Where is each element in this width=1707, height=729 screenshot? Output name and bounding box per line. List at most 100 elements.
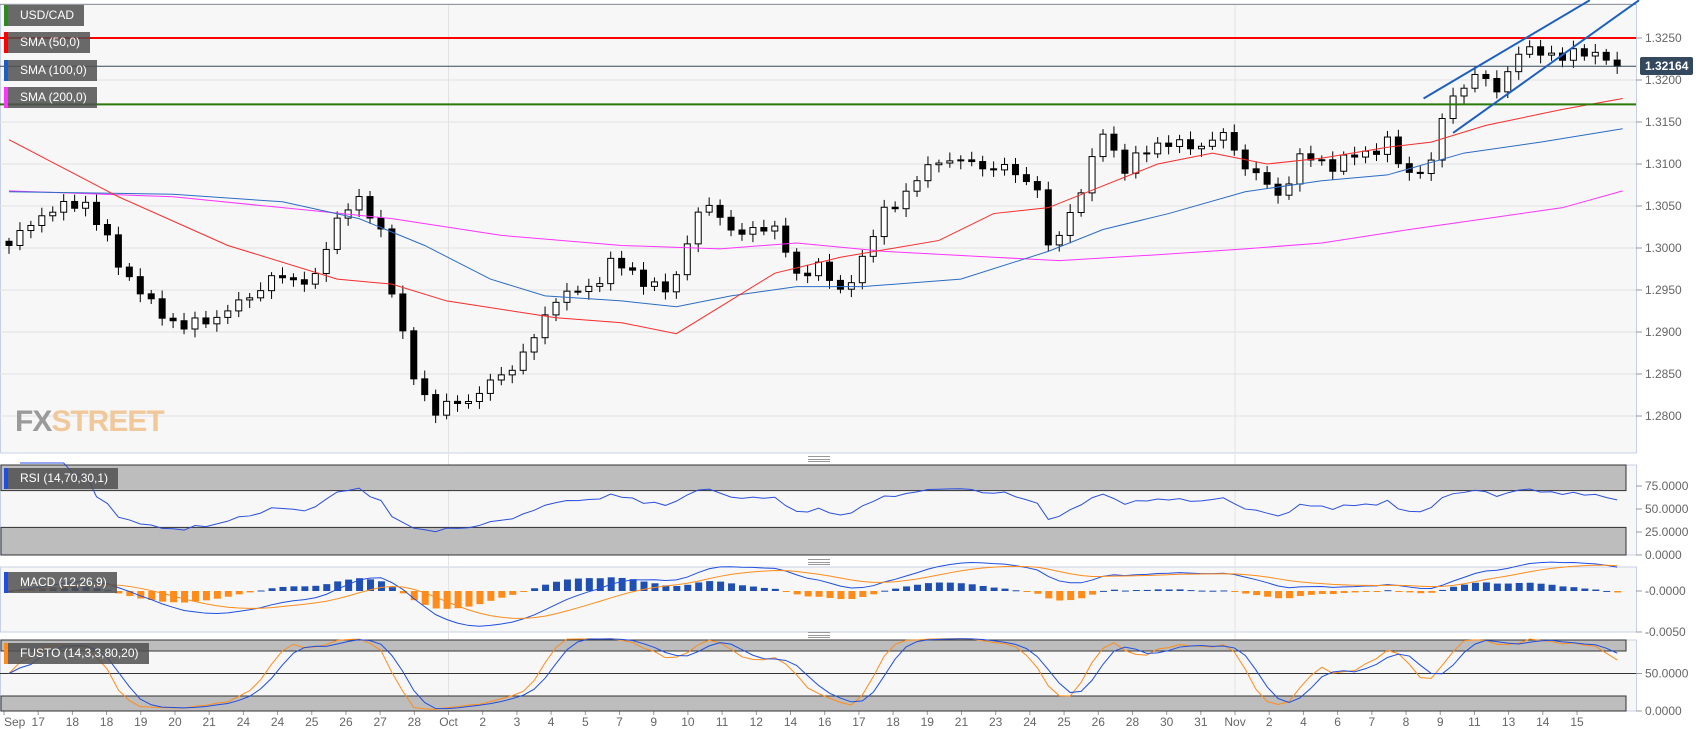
candle-body [1340,154,1348,172]
macd-histogram-bar [1482,582,1490,591]
macd-histogram-bar [717,581,725,591]
macd-histogram-bar [1023,591,1031,592]
macd-histogram-bar [1078,591,1086,599]
candle-body [1482,73,1490,79]
candle-body [1044,189,1052,246]
macd-histogram-bar [673,586,681,591]
x-tick-label: 16 [818,715,832,729]
macd-histogram-bar [793,591,801,595]
current-price-tag: 1.32164 [1640,57,1694,75]
candles [5,39,1621,424]
x-tick-label: 4 [548,715,555,729]
macd-label[interactable]: MACD (12,26,9) [4,572,117,593]
macd-histogram-bar [1198,590,1206,592]
macd-histogram-bar [815,591,823,597]
rsi-label[interactable]: RSI (14,70,30,1) [4,468,119,489]
macd-histogram-bar [181,591,189,603]
macd-histogram-bar [662,585,670,591]
candle-body [454,400,462,404]
x-tick-label: 30 [1160,715,1174,729]
sma200-line [8,190,1623,262]
x-tick-label: 8 [1403,715,1410,729]
macd-histogram-bar [1012,590,1020,592]
candle-body [552,301,560,316]
candle-body [1591,51,1599,57]
y-tick-label: 1.3250 [1645,31,1682,45]
candle-body [716,204,724,218]
macd-histogram-bar [246,591,254,593]
macd-histogram-bar [1045,591,1053,599]
channel-upper-line [1423,0,1591,100]
macd-histogram-bar [257,590,265,592]
sma200-label[interactable]: SMA (200,0) [4,87,97,108]
fusto-tick-label: 0.0000 [1645,704,1682,718]
macd-histogram-bar [684,584,692,591]
candle-body [1362,150,1370,158]
macd-histogram-bar [640,581,648,591]
candle-body [257,290,265,299]
macd-histogram-bar [990,587,998,591]
candle-body [826,261,833,281]
x-tick-label: 14 [784,715,798,729]
candle-body [1460,87,1468,97]
macd-histogram-bar [563,579,571,591]
resize-handle-macd[interactable] [808,559,830,565]
candle-body [1329,159,1337,172]
fusto-d-line [8,638,1618,710]
macd-histogram-bar [1548,584,1556,591]
macd-histogram-bar [115,591,123,594]
candle-body [443,400,451,416]
macd-histogram-bar [924,583,932,591]
macd-histogram-bar [892,588,900,591]
macd-histogram-bar [1132,590,1140,592]
macd-histogram-bar [148,591,156,600]
x-tick-label: Oct [439,715,458,729]
macd-histogram-bar [1034,591,1042,594]
macd-histogram-bar [1307,591,1315,595]
macd-histogram-bar [574,578,582,591]
candle-body [333,217,341,250]
candle-body [114,234,122,268]
candle-body [1602,51,1610,61]
x-tick-label: 18 [100,715,114,729]
candle-body [596,283,604,287]
fusto-label[interactable]: FUSTO (14,3,3,80,20) [4,643,149,664]
candle-body [1493,77,1501,93]
candle-body [1416,171,1424,175]
candle-body [213,316,221,325]
macd-histogram-bar [1285,591,1293,599]
macd-histogram-bar [1439,589,1447,591]
macd-histogram-bar [476,591,484,605]
candle-body [1580,48,1588,57]
macd-histogram-bar [531,588,539,591]
macd-histogram-bar [279,586,287,591]
x-tick-label: 25 [1057,715,1071,729]
candle-body [858,255,866,284]
candle-body [629,267,637,271]
x-tick-label: 19 [921,715,935,729]
macd-histogram-bar [1329,591,1337,595]
sma100-label[interactable]: SMA (100,0) [4,60,97,81]
candle-body [82,201,90,209]
macd-histogram-bar [695,582,703,591]
symbol-label[interactable]: USD/CAD [4,5,85,26]
macd-histogram-bar [268,588,276,591]
macd-histogram-bar [585,578,593,591]
candle-body [1307,153,1315,161]
x-tick-label: 7 [616,715,623,729]
candle-body [1449,95,1457,120]
candle-body [1471,73,1479,89]
x-tick-label: Sep [4,715,26,729]
resize-handle-rsi[interactable] [808,456,830,462]
candle-body [1001,164,1009,171]
rsi-oversold-band [0,526,1627,556]
macd-histogram-bar [881,590,889,592]
candle-body [300,279,308,285]
resize-handle-fusto[interactable] [808,632,830,638]
candle-body [924,164,932,182]
candle-body [957,159,965,162]
macd-histogram-bar [1067,591,1075,601]
candle-body [1143,152,1151,155]
sma50-label[interactable]: SMA (50,0) [4,32,91,53]
